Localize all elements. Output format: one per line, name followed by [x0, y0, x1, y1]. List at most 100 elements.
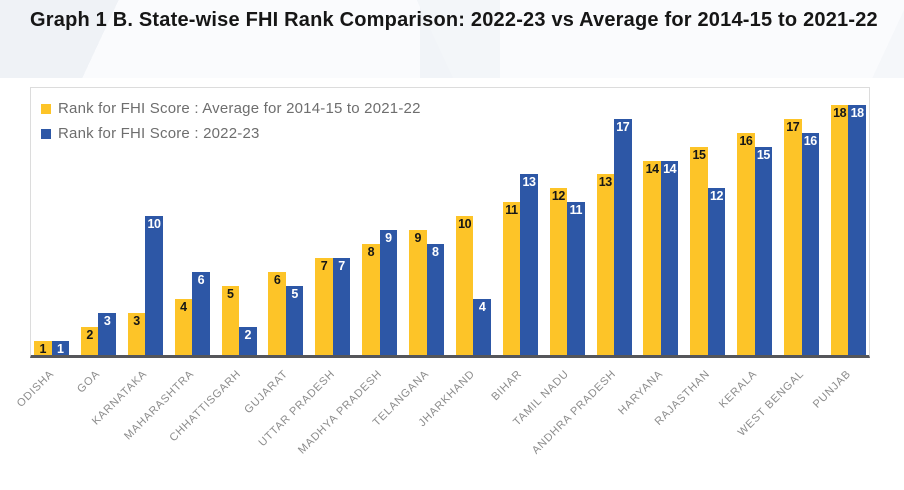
bar-value-label: 16 — [739, 133, 753, 148]
legend-label-average: Rank for FHI Score : Average for 2014-15… — [58, 100, 421, 117]
bar: 2 — [80, 327, 99, 355]
bar-value-label: 3 — [133, 314, 140, 329]
bar-value-label: 7 — [320, 258, 328, 273]
header-pattern-band — [0, 0, 904, 78]
bar-value-label: 14 — [645, 161, 660, 176]
bar-value-label: 16 — [803, 133, 818, 148]
bar-value-label: 2 — [86, 328, 93, 343]
bar: 8 — [426, 243, 444, 355]
bar-value-label: 18 — [850, 106, 865, 120]
bar-value-label: 8 — [431, 244, 439, 259]
bar-value-label: 5 — [291, 286, 298, 301]
bar-value-label: 10 — [458, 217, 472, 232]
legend-item-2022-23[interactable]: Rank for FHI Score : 2022-23 — [41, 121, 421, 146]
bar: 10 — [455, 216, 474, 355]
bar: 7 — [332, 257, 351, 355]
bar-group: 14 14 — [643, 160, 679, 355]
bar: 11 — [502, 202, 521, 355]
bar-value-label: 4 — [180, 300, 187, 315]
bar-group: 17 16 — [784, 118, 819, 355]
bar: 18 — [848, 105, 866, 355]
bar: 17 — [614, 118, 632, 355]
bar: 12 — [707, 188, 726, 355]
bar: 12 — [549, 188, 568, 355]
bar: 17 — [784, 118, 802, 355]
bar-group: 18 18 — [830, 105, 866, 355]
bar-group: 11 13 — [502, 174, 538, 355]
bar: 8 — [362, 243, 380, 355]
legend-label-2022-23: Rank for FHI Score : 2022-23 — [58, 125, 260, 142]
bar: 2 — [239, 327, 257, 355]
bar: 11 — [567, 202, 585, 355]
bar-value-label: 3 — [103, 314, 111, 329]
bar-value-label: 12 — [551, 189, 566, 204]
bar: 15 — [690, 146, 708, 355]
bar: 9 — [409, 230, 427, 355]
bar-value-label: 8 — [367, 244, 375, 259]
bar-value-label: 7 — [338, 258, 345, 273]
bar-value-label: 1 — [56, 342, 64, 357]
bar-group: 13 17 — [596, 118, 632, 355]
bar: 1 — [51, 341, 69, 357]
bar: 4 — [174, 299, 193, 355]
bar-value-label: 17 — [616, 119, 630, 134]
bar-value-label: 9 — [414, 231, 422, 245]
bar-value-label: 15 — [692, 147, 706, 162]
bar-value-label: 13 — [522, 175, 536, 190]
bar: 1 — [34, 341, 52, 357]
bar: 4 — [473, 299, 491, 355]
bar-group: 16 15 — [737, 132, 773, 355]
bar: 10 — [145, 216, 163, 355]
bar-value-label: 15 — [756, 147, 771, 162]
bar-value-label: 18 — [833, 106, 847, 120]
bar: 18 — [830, 105, 849, 355]
bar: 14 — [643, 160, 661, 355]
bar-value-label: 5 — [226, 286, 234, 301]
bar-value-label: 12 — [709, 189, 724, 204]
plot-area: 1 1 2 3 3 10 4 6 5 2 6 5 7 7 8 9 9 8 10 4 11 13 12 11 13 17 14 14 15… — [31, 87, 869, 357]
legend-swatch-2022-23-icon — [41, 128, 51, 139]
page-title: Graph 1 B. State-wise FHI Rank Compariso… — [30, 9, 878, 31]
x-axis-labels: ODISHA GOA KARNATAKA MAHARASHTRA CHHATTISGAR… — [14, 364, 870, 484]
bar: 14 — [660, 160, 679, 355]
bar-group: 15 12 — [690, 146, 726, 355]
bar: 5 — [221, 285, 239, 355]
bar-group: 12 11 — [549, 188, 585, 355]
bar-value-label: 11 — [505, 203, 518, 218]
bar-value-label: 11 — [569, 203, 583, 218]
bar-group: 10 4 — [455, 216, 491, 355]
bar-value-label: 14 — [663, 161, 677, 176]
bar: 16 — [737, 132, 755, 355]
bar-value-label: 9 — [385, 231, 392, 245]
chart-panel: 1 1 2 3 3 10 4 6 5 2 6 5 7 7 8 9 9 8 10 4 11 13 12 11 13 17 14 14 15… — [30, 87, 870, 358]
bar: 15 — [754, 146, 773, 355]
bar: 3 — [127, 313, 146, 355]
bar: 13 — [520, 174, 538, 355]
bar-value-label: 4 — [478, 300, 486, 315]
bar-value-label: 13 — [598, 175, 613, 190]
bar: 6 — [192, 271, 210, 355]
bar-value-label: 2 — [244, 328, 252, 343]
bar: 5 — [285, 285, 304, 355]
bar: 3 — [98, 313, 116, 355]
legend-swatch-average-icon — [41, 103, 51, 114]
legend-item-average[interactable]: Rank for FHI Score : Average for 2014-15… — [41, 96, 421, 121]
bar: 9 — [379, 230, 398, 355]
bar: 16 — [801, 132, 819, 355]
bar: 7 — [315, 257, 333, 355]
chart-legend: Rank for FHI Score : Average for 2014-15… — [41, 96, 421, 146]
bar-value-label: 10 — [147, 217, 161, 232]
bar-value-label: 6 — [273, 272, 281, 287]
bar: 6 — [268, 271, 286, 355]
bar-value-label: 1 — [39, 342, 47, 357]
bar: 13 — [596, 174, 614, 355]
